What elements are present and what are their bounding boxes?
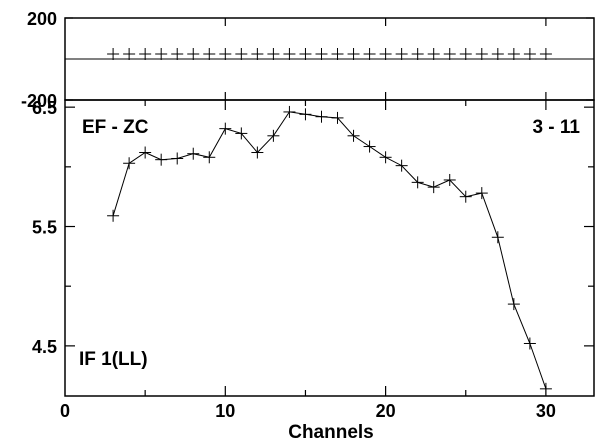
- amplitude-point: [315, 110, 328, 123]
- phase-point: [507, 48, 520, 60]
- amplitude-point: [123, 157, 136, 170]
- phase-point: [427, 48, 440, 60]
- phase-point: [491, 48, 504, 60]
- amplitude-point: [523, 337, 536, 350]
- annotation-source: EF - ZC: [82, 117, 149, 138]
- phase-point: [187, 48, 200, 60]
- x-tick-label: 20: [376, 401, 396, 421]
- phase-panel: 200 -200: [21, 9, 595, 111]
- annotation-baseline: 3 - 11: [532, 117, 580, 138]
- x-tick-label: 30: [536, 401, 556, 421]
- amplitude-point: [363, 140, 376, 153]
- phase-point: [459, 48, 472, 60]
- y-tick-label: 6.5: [32, 98, 57, 118]
- amplitude-point: [427, 181, 440, 194]
- phase-point: [123, 48, 136, 60]
- phase-point: [315, 48, 328, 60]
- phase-point: [219, 48, 232, 60]
- phase-point: [539, 48, 552, 60]
- x-axis-title: Channels: [288, 422, 374, 442]
- amplitude-plot-frame: [64, 99, 595, 397]
- phase-point: [347, 48, 360, 60]
- amplitude-point: [171, 152, 184, 165]
- amplitude-point: [395, 159, 408, 172]
- amplitude-series: [107, 105, 552, 395]
- amplitude-point: [507, 298, 520, 311]
- amplitude-point: [331, 111, 344, 124]
- phase-points: [107, 48, 552, 60]
- phase-point: [283, 48, 296, 60]
- phase-point: [299, 48, 312, 60]
- amplitude-point: [251, 146, 264, 159]
- amplitude-point: [235, 127, 248, 140]
- amplitude-line: [112, 111, 547, 389]
- amplitude-point: [283, 105, 296, 118]
- amplitude-point: [187, 147, 200, 160]
- amplitude-point: [459, 190, 472, 203]
- amplitude-point: [411, 176, 424, 189]
- amplitude-ticks: 6.5 5.5 4.5 0 10 20 30: [32, 98, 594, 421]
- amplitude-point: [155, 153, 168, 166]
- phase-point: [395, 48, 408, 60]
- amplitude-point: [475, 187, 488, 200]
- amplitude-point: [539, 382, 552, 395]
- y-tick-label: 4.5: [32, 337, 57, 357]
- phase-point: [251, 48, 264, 60]
- amplitude-point: [491, 231, 504, 244]
- phase-point: [411, 48, 424, 60]
- amplitude-point: [267, 129, 280, 142]
- amplitude-point: [443, 173, 456, 186]
- phase-point: [235, 48, 248, 60]
- amplitude-point: [347, 129, 360, 142]
- annotation-if: IF 1(LL): [79, 349, 148, 370]
- y-tick-label: 5.5: [32, 218, 57, 238]
- amplitude-point: [379, 151, 392, 164]
- phase-point: [363, 48, 376, 60]
- phase-ticks: 200 -200: [21, 9, 594, 111]
- phase-point: [171, 48, 184, 60]
- phase-y-tick-label: -200: [21, 91, 57, 111]
- phase-point: [523, 48, 536, 60]
- phase-point: [267, 48, 280, 60]
- x-tick-label: 0: [60, 401, 70, 421]
- amplitude-point: [219, 122, 232, 135]
- amplitude-point: [203, 151, 216, 164]
- amplitude-panel: 6.5 5.5 4.5 0 10 20 30: [32, 98, 595, 421]
- amplitude-point: [107, 209, 120, 222]
- phase-point: [475, 48, 488, 60]
- phase-point: [139, 48, 152, 60]
- phase-point: [443, 48, 456, 60]
- phase-y-tick-label: 200: [27, 9, 57, 29]
- x-tick-label: 10: [215, 401, 235, 421]
- amplitude-point: [299, 108, 312, 121]
- phase-point: [331, 48, 344, 60]
- phase-point: [379, 48, 392, 60]
- amplitude-point: [139, 146, 152, 159]
- phase-point: [107, 48, 120, 60]
- phase-point: [203, 48, 216, 60]
- phase-point: [155, 48, 168, 60]
